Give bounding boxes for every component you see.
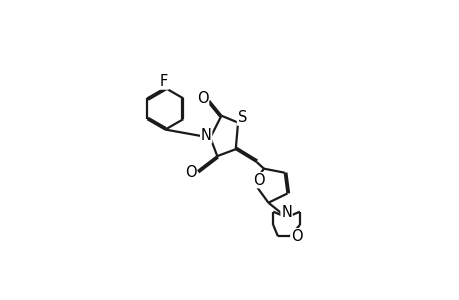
Text: O: O bbox=[252, 173, 264, 188]
Text: S: S bbox=[237, 110, 246, 125]
Text: F: F bbox=[160, 74, 168, 89]
Text: N: N bbox=[200, 128, 211, 143]
Text: N: N bbox=[280, 205, 291, 220]
Text: O: O bbox=[290, 229, 302, 244]
Text: O: O bbox=[196, 91, 208, 106]
Text: O: O bbox=[185, 165, 196, 180]
